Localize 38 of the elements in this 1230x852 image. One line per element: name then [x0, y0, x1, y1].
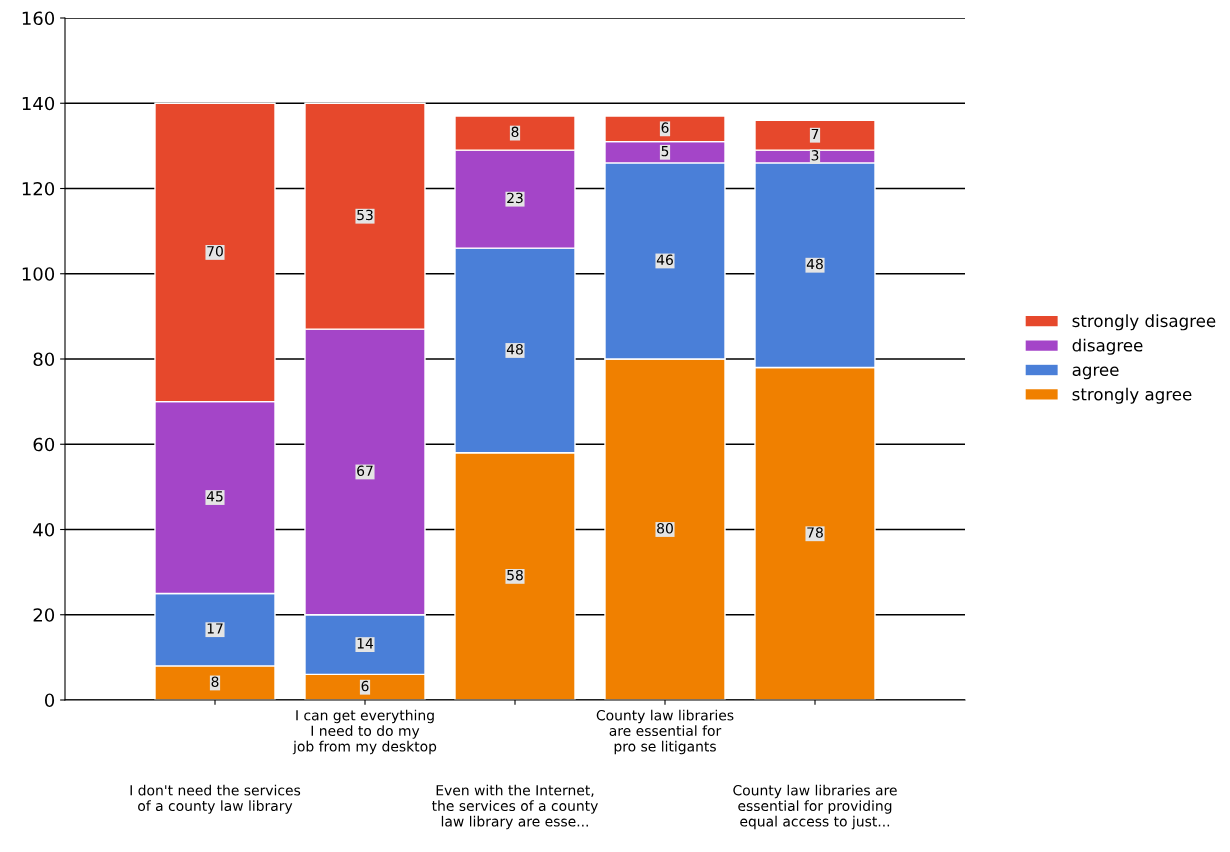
legend-label: agree	[1072, 366, 1119, 380]
legend-label: strongly agree	[1072, 387, 1192, 404]
data-label: 70	[207, 245, 223, 257]
data-label: 48	[806, 258, 823, 270]
data-label: 48	[506, 344, 523, 355]
data-label: 8	[511, 126, 519, 138]
data-label: 78	[807, 527, 823, 538]
data-label: 3	[811, 150, 819, 161]
x-tick-label: Even with the Internet, the services of a county law library are esse...	[432, 784, 598, 830]
data-label: 17	[207, 623, 223, 634]
legend-label: disagree	[1072, 338, 1143, 355]
y-tick-label: 120	[22, 181, 55, 196]
y-tick-label: 140	[22, 96, 55, 111]
data-label: 6	[361, 680, 369, 692]
y-tick-label: 0	[44, 693, 55, 708]
y-tick-label: 100	[22, 267, 55, 281]
x-tick-label: County law libraries are essential for pro se litigants	[596, 709, 734, 755]
data-label: 67	[357, 465, 373, 476]
y-tick-label: 80	[33, 352, 55, 367]
data-label: 53	[357, 209, 373, 221]
legend-label: strongly disagree	[1072, 314, 1216, 331]
data-label: 5	[661, 145, 669, 157]
data-label: 58	[507, 569, 523, 581]
data-label: 7	[811, 128, 819, 140]
data-label: 46	[656, 254, 673, 265]
y-tick-label: 160	[22, 11, 55, 26]
data-label: 14	[357, 638, 374, 649]
x-tick-label: I don't need the services of a county law library	[130, 784, 301, 814]
data-label: 6	[661, 122, 669, 133]
x-tick-label: County law libraries are essential for providing equal access to just...	[733, 784, 897, 830]
y-tick-label: 20	[33, 608, 55, 622]
data-label: 23	[507, 192, 523, 204]
data-label: 80	[657, 523, 673, 534]
data-label: 45	[206, 491, 223, 502]
y-tick-label: 60	[33, 437, 55, 452]
y-tick-label: 40	[33, 522, 55, 537]
x-tick-label: I can get everything I need to do my job from my desktop	[292, 709, 437, 755]
data-label: 8	[211, 676, 219, 687]
